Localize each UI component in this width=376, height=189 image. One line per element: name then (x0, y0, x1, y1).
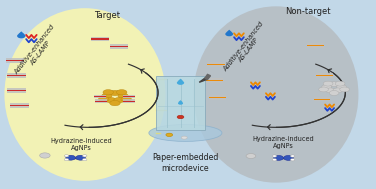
Polygon shape (19, 32, 24, 35)
Circle shape (337, 84, 346, 89)
Circle shape (82, 155, 87, 157)
Text: Hydrazine-induced
AgNPs: Hydrazine-induced AgNPs (50, 138, 112, 151)
Bar (123, 99, 135, 103)
Circle shape (333, 88, 343, 93)
Circle shape (326, 88, 335, 93)
Circle shape (110, 101, 120, 106)
Circle shape (66, 155, 76, 160)
Text: Additive-enhanced
AS-LAMP: Additive-enhanced AS-LAMP (222, 20, 270, 77)
Ellipse shape (17, 34, 26, 38)
Bar (208, 62, 225, 67)
Circle shape (272, 155, 277, 157)
Circle shape (290, 159, 295, 161)
Bar (123, 96, 135, 97)
Bar (91, 37, 109, 42)
Bar (123, 95, 135, 98)
Circle shape (181, 136, 187, 139)
Circle shape (106, 98, 116, 103)
Circle shape (99, 97, 109, 102)
Bar (110, 46, 128, 47)
Circle shape (82, 158, 87, 161)
Circle shape (246, 154, 256, 158)
Polygon shape (199, 78, 207, 82)
Ellipse shape (177, 81, 184, 85)
Circle shape (121, 97, 132, 102)
Bar (10, 105, 29, 106)
Bar (209, 95, 226, 100)
Bar (6, 60, 24, 61)
Ellipse shape (5, 8, 165, 181)
Bar (206, 78, 223, 83)
Polygon shape (156, 76, 205, 130)
Bar (7, 88, 26, 93)
Circle shape (177, 115, 184, 119)
Ellipse shape (225, 32, 233, 36)
Ellipse shape (178, 102, 183, 105)
Circle shape (64, 158, 69, 161)
Circle shape (39, 153, 50, 158)
Circle shape (322, 84, 332, 89)
Polygon shape (179, 101, 182, 102)
Bar (7, 75, 26, 77)
Bar (208, 64, 225, 65)
Polygon shape (205, 74, 211, 80)
Circle shape (329, 82, 339, 87)
Bar (317, 75, 333, 76)
Circle shape (335, 81, 345, 86)
Bar (94, 95, 106, 98)
Bar (7, 90, 26, 91)
Text: Additive-enhanced
AS-LAMP: Additive-enhanced AS-LAMP (14, 23, 61, 79)
Circle shape (290, 155, 295, 157)
Text: Non-target: Non-target (285, 7, 331, 16)
Circle shape (76, 155, 85, 160)
Circle shape (319, 87, 329, 92)
Bar (110, 44, 128, 49)
Text: Paper-embedded
microdevice: Paper-embedded microdevice (152, 153, 218, 173)
Bar (307, 45, 324, 46)
Polygon shape (178, 80, 183, 82)
Circle shape (166, 133, 173, 136)
Bar (206, 80, 223, 81)
Circle shape (103, 90, 114, 95)
Bar (209, 97, 226, 98)
Text: Target: Target (94, 11, 120, 20)
Bar (314, 97, 331, 101)
Bar (317, 74, 333, 78)
Ellipse shape (149, 125, 222, 141)
Circle shape (340, 87, 349, 92)
Circle shape (272, 159, 277, 161)
Circle shape (114, 98, 124, 103)
Bar (314, 98, 331, 100)
Bar (94, 96, 106, 97)
Text: Hydrazine-induced
AgNPs: Hydrazine-induced AgNPs (253, 136, 314, 149)
Circle shape (118, 93, 129, 99)
Bar (307, 43, 324, 48)
Circle shape (329, 91, 339, 95)
Circle shape (323, 81, 333, 86)
Bar (6, 58, 24, 63)
Bar (7, 73, 26, 78)
Circle shape (117, 90, 127, 95)
Polygon shape (227, 31, 232, 33)
Circle shape (274, 156, 284, 160)
Circle shape (64, 155, 69, 157)
Circle shape (102, 93, 112, 99)
Circle shape (284, 156, 293, 160)
Ellipse shape (194, 6, 358, 183)
Bar (91, 38, 109, 40)
Bar (10, 103, 29, 108)
Circle shape (110, 90, 120, 96)
Bar (95, 99, 107, 103)
